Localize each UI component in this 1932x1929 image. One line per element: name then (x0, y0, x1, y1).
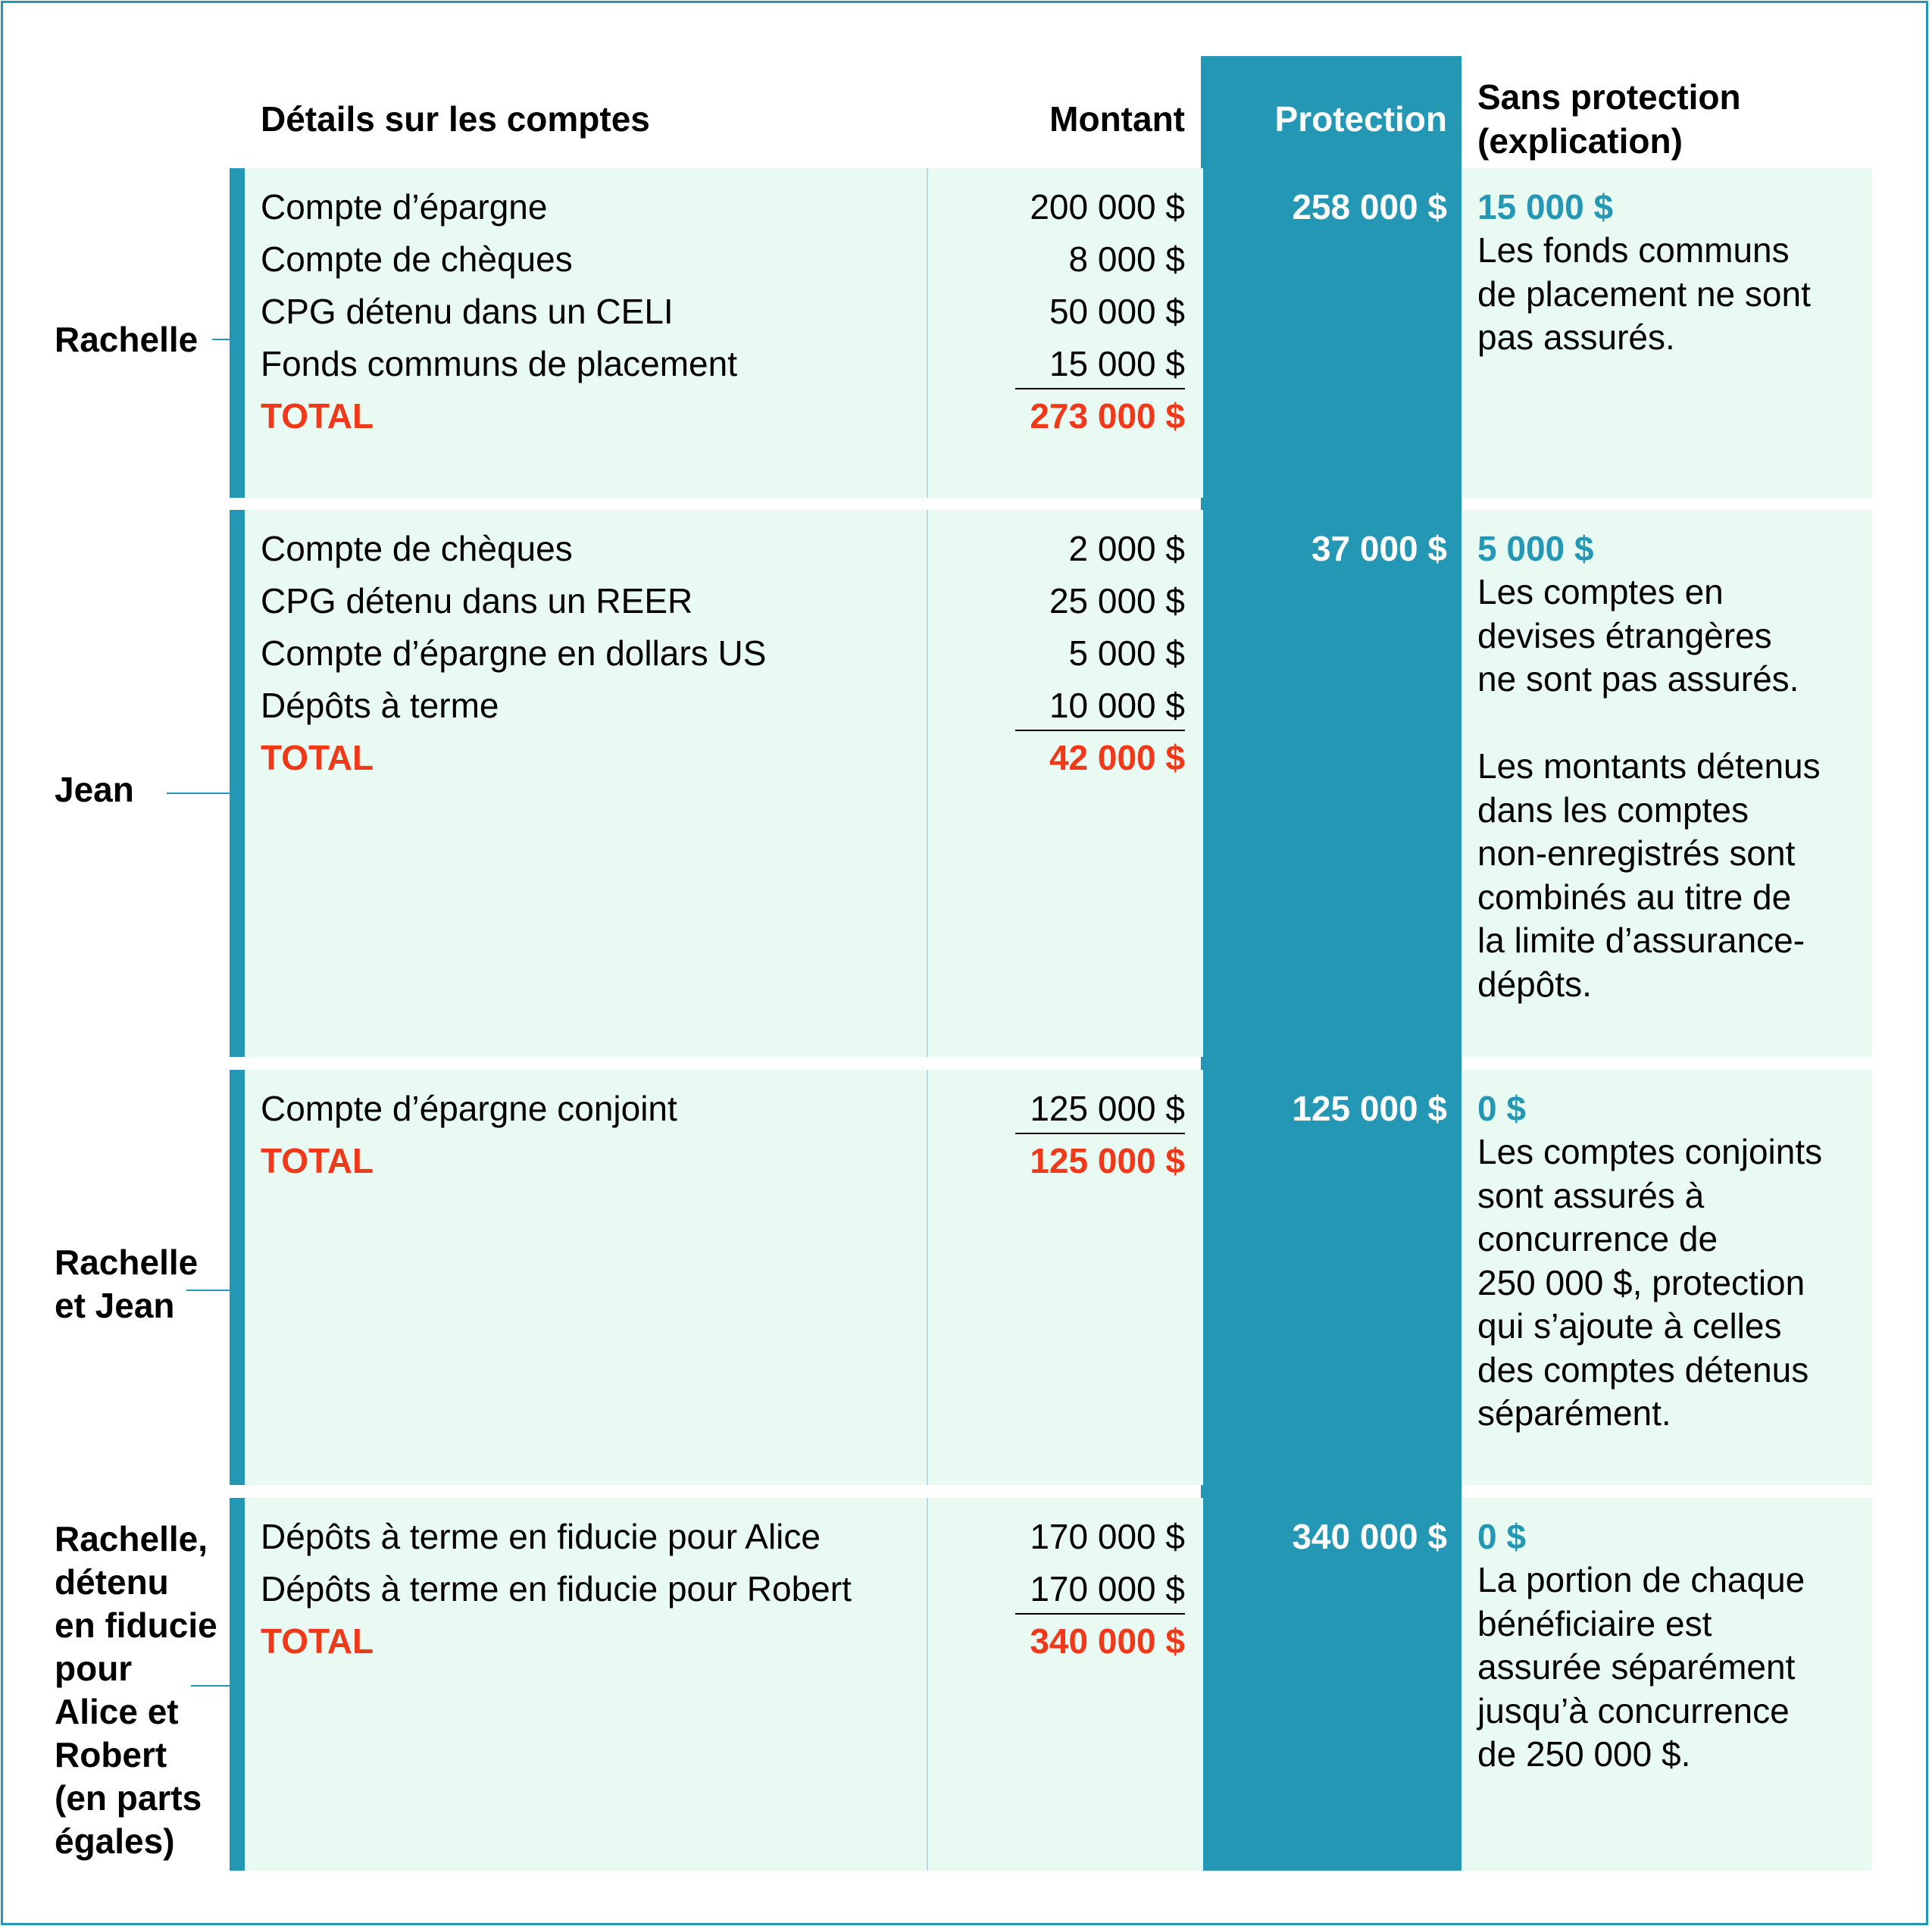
group-bar (230, 1498, 245, 1871)
unprotected-panel-rachelle (1462, 168, 1872, 498)
owner-connector (191, 1685, 230, 1687)
unprotected-amount: 0 $ (1477, 1517, 1526, 1556)
protection-amount: 340 000 $ (1292, 1517, 1447, 1556)
group-panel-joint (245, 1070, 1203, 1485)
account-amount: 15 000 $ (1049, 344, 1185, 383)
group-panel-rachelle (245, 168, 1203, 498)
account-label: Compte de chèques (261, 239, 573, 279)
group-panel-jean (245, 510, 1203, 1057)
column-divider (927, 1070, 928, 1485)
owner-connector (167, 793, 230, 794)
account-label: Dépôts à terme en fiducie pour Robert (261, 1569, 852, 1609)
unprotected-panel-jean (1462, 510, 1872, 1057)
total-amount: 125 000 $ (1030, 1141, 1185, 1180)
account-amount: 5 000 $ (1068, 633, 1185, 673)
unprotected-explanation: Les comptes conjoints sont assurés à con… (1477, 1132, 1823, 1433)
column-divider (927, 510, 928, 1057)
owner-label: Rachelle (55, 320, 199, 359)
sum-rule (1015, 730, 1185, 731)
sum-rule (1015, 1133, 1185, 1134)
column-divider (927, 1498, 928, 1871)
account-label: CPG détenu dans un CELI (261, 292, 674, 331)
protection-column (1201, 56, 1462, 1871)
header-unprotected: Sans protection (explication) (1477, 77, 1741, 161)
protection-amount: 258 000 $ (1292, 187, 1447, 227)
account-amount: 170 000 $ (1030, 1517, 1185, 1556)
account-amount: 8 000 $ (1068, 239, 1185, 279)
account-amount: 125 000 $ (1030, 1089, 1185, 1128)
account-label: Compte d’épargne (261, 187, 548, 227)
column-divider (927, 168, 928, 498)
account-amount: 50 000 $ (1049, 292, 1185, 331)
owner-label: Rachelle et Jean (55, 1243, 199, 1325)
account-amount: 10 000 $ (1049, 686, 1185, 725)
group-panel-trust (245, 1498, 1203, 1871)
group-bar (230, 510, 245, 1057)
protection-amount: 37 000 $ (1311, 529, 1447, 568)
unprotected-explanation: La portion de chaque bénéficiaire est as… (1477, 1560, 1805, 1774)
unprotected-amount: 5 000 $ (1477, 529, 1594, 568)
header-amount: Montant (1049, 99, 1185, 139)
sum-rule (1015, 1613, 1185, 1615)
owner-connector (212, 339, 230, 340)
header-protection: Protection (1274, 99, 1447, 139)
unprotected-panel-joint (1462, 1070, 1872, 1485)
account-label: Dépôts à terme en fiducie pour Alice (261, 1517, 821, 1556)
account-label: Compte de chèques (261, 529, 573, 568)
owner-label: Jean (55, 770, 134, 809)
total-amount: 42 000 $ (1049, 738, 1185, 777)
group-bar (230, 168, 245, 498)
owner-label: Rachelle, détenu en fiducie pour Alice e… (55, 1519, 217, 1861)
total-label: TOTAL (261, 1621, 374, 1661)
account-label: Compte d’épargne en dollars US (261, 633, 767, 673)
total-label: TOTAL (261, 1141, 374, 1180)
total-amount: 340 000 $ (1030, 1621, 1185, 1661)
account-label: Dépôts à terme (261, 686, 499, 725)
account-amount: 200 000 $ (1030, 187, 1185, 227)
total-label: TOTAL (261, 396, 374, 436)
account-amount: 25 000 $ (1049, 581, 1185, 621)
unprotected-explanation: Les fonds communs de placement ne sont p… (1477, 230, 1811, 357)
total-label: TOTAL (261, 738, 374, 777)
sum-rule (1015, 388, 1185, 389)
owner-connector (186, 1290, 230, 1291)
account-label: CPG détenu dans un REER (261, 581, 693, 621)
unprotected-panel-trust (1462, 1498, 1872, 1871)
account-amount: 170 000 $ (1030, 1569, 1185, 1609)
header-details: Détails sur les comptes (261, 99, 650, 139)
unprotected-amount: 15 000 $ (1477, 187, 1614, 227)
unprotected-amount: 0 $ (1477, 1089, 1526, 1128)
unprotected-explanation: Les comptes en devises étrangères ne son… (1477, 572, 1821, 1004)
account-amount: 2 000 $ (1068, 529, 1185, 568)
account-label: Fonds communs de placement (261, 344, 737, 383)
protection-amount: 125 000 $ (1292, 1089, 1447, 1128)
total-amount: 273 000 $ (1030, 396, 1185, 436)
account-label: Compte d’épargne conjoint (261, 1089, 677, 1128)
group-bar (230, 1070, 245, 1485)
